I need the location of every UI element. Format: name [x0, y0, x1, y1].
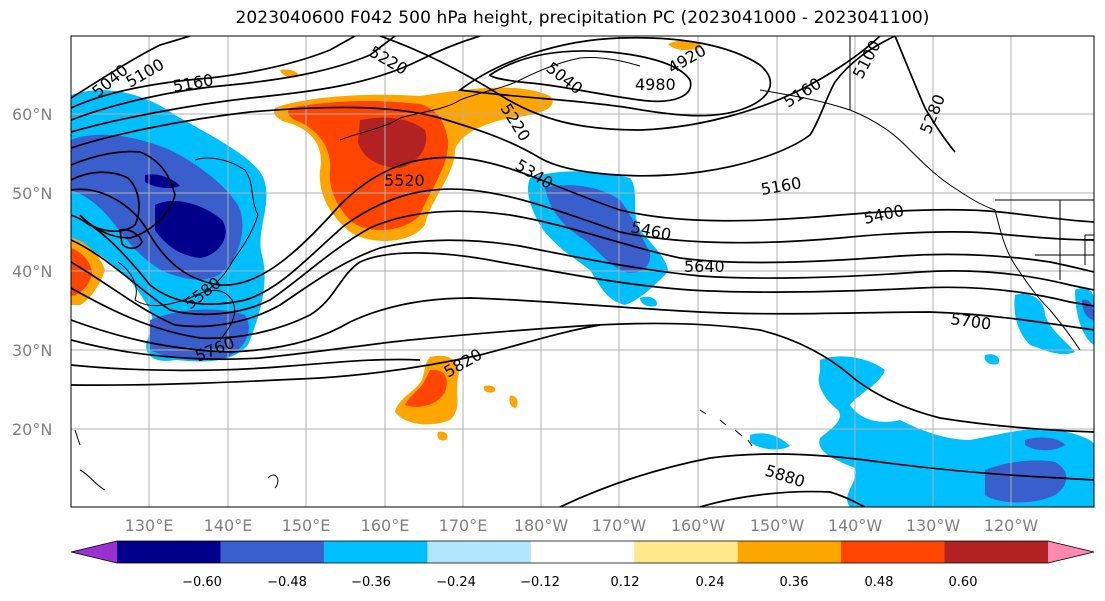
shade-neg-coast-light — [1014, 293, 1075, 355]
lon-label: 140°E — [204, 516, 253, 535]
coast-us-west — [994, 209, 1081, 351]
colorbar-tick-label: −0.12 — [520, 575, 560, 590]
latitude-labels: 60°N 50°N 40°N 30°N 20°N — [12, 105, 52, 439]
shade-pos-small-2 — [668, 40, 702, 51]
colorbar-extend-high — [1048, 541, 1094, 563]
colorbar-bins — [117, 541, 1049, 563]
shade-neg-subtrop-east-medium-2 — [1025, 437, 1065, 451]
colorbar-bin — [634, 541, 739, 563]
coast-bc — [759, 89, 996, 211]
coast-japan — [117, 261, 236, 341]
colorbar-tick-label: −0.36 — [351, 575, 391, 590]
height-contours — [71, 36, 1094, 507]
colorbar-bin — [117, 541, 221, 563]
contour-5040-low — [457, 36, 772, 117]
contour-5280-east — [894, 36, 956, 153]
colorbar-tick-label: 0.12 — [611, 575, 640, 590]
gridlines — [71, 36, 1094, 507]
colorbar-bin — [737, 541, 842, 563]
contour-west-low-3 — [119, 228, 143, 250]
colorbar-bin — [841, 541, 946, 563]
colorbar-extend-low — [71, 541, 117, 563]
shade-pos-west-edge-red — [71, 248, 92, 296]
lon-label: 170°E — [439, 516, 488, 535]
colorbar-bin — [427, 541, 532, 563]
colorbar: −0.60 −0.48 −0.36 −0.24 −0.12 0.12 0.24 … — [70, 540, 1095, 590]
contour-5160-long — [71, 36, 896, 177]
lat-label-60n: 60°N — [12, 105, 52, 124]
shade-neg-west-dark — [155, 200, 226, 258]
colorbar-tick-label: 0.48 — [865, 575, 894, 590]
contour-4980 — [488, 50, 692, 103]
contour-5760 — [71, 358, 421, 372]
longitude-labels: 130°E 140°E 150°E 160°E 170°E 180°W 170°… — [125, 516, 1039, 535]
contour-5160 — [71, 36, 396, 121]
contour-5220 — [379, 36, 881, 131]
lat-label-30n: 30°N — [12, 341, 52, 360]
lat-label-20n: 20°N — [12, 420, 52, 439]
lon-label: 150°E — [282, 516, 331, 535]
contour-5460 — [71, 188, 1094, 305]
contour-5820 — [71, 322, 1094, 433]
plot-frame — [70, 35, 1095, 508]
colorbar-bin — [323, 541, 428, 563]
contour-5400 — [71, 156, 1094, 286]
map-title: 2023040600 F042 500 hPa height, precipit… — [235, 8, 930, 28]
contour-5820-south — [71, 324, 601, 387]
shade-pos-dot-1 — [437, 431, 448, 441]
lon-label: 180°W — [514, 516, 569, 535]
shade-pos-central-darkred — [358, 117, 427, 168]
contour-5040 — [71, 36, 191, 99]
shade-pos-dot-3 — [509, 395, 518, 408]
contour-5880-inner — [699, 490, 866, 507]
contour-5700 — [71, 297, 1094, 353]
shade-neg-subtrop-east-medium — [985, 460, 1067, 503]
colorbar-tick-label: 0.60 — [949, 575, 978, 590]
lon-label: 130°E — [125, 516, 174, 535]
contour-5100 — [71, 36, 356, 109]
colorbar-outline — [70, 540, 1095, 564]
lon-label: 160°E — [361, 516, 410, 535]
coast-islands — [267, 474, 279, 489]
colorbar-tick-label: −0.60 — [182, 575, 222, 590]
map-plot-area: 5040 5100 5160 5220 4920 5040 4980 5220 … — [70, 35, 1095, 508]
colorbar-tick-label: 0.36 — [780, 575, 809, 590]
contour-label: 4980 — [635, 75, 676, 94]
shade-neg-dot-east — [750, 433, 790, 450]
colorbar-bin — [220, 541, 325, 563]
colorbar-tick-label: 0.24 — [696, 575, 725, 590]
contour-5880 — [559, 453, 1094, 507]
lon-label: 130°W — [906, 516, 961, 535]
contour-label: 5640 — [684, 257, 725, 276]
contour-5640 — [71, 252, 1094, 340]
coast-hawaii — [699, 409, 753, 447]
shade-pos-subtrop-red — [405, 369, 447, 407]
lon-label: 140°W — [828, 516, 883, 535]
shade-neg-enp-dot — [640, 296, 657, 307]
shade-pos-dot-2 — [483, 385, 496, 393]
contour-5220-west — [71, 36, 481, 133]
colorbar-tick-label: −0.48 — [267, 575, 307, 590]
lon-label: 150°W — [750, 516, 805, 535]
contour-5520 — [71, 210, 1094, 316]
lon-label: 120°W — [984, 516, 1039, 535]
colorbar-bin — [530, 541, 635, 563]
contour-5580 — [71, 239, 1094, 328]
lat-label-50n: 50°N — [12, 184, 52, 203]
shade-neg-enp-medium — [545, 185, 651, 273]
contour-label: 5520 — [384, 171, 425, 190]
coastlines — [74, 36, 1094, 491]
lon-label: 170°W — [592, 516, 647, 535]
contour-west-low-1 — [71, 150, 176, 239]
lon-label: 160°W — [671, 516, 726, 535]
lat-label-40n: 40°N — [12, 262, 52, 281]
contour-west-low-2 — [71, 171, 140, 232]
shade-neg-coast-dot — [984, 354, 1000, 365]
coast-philippines — [74, 429, 106, 491]
colorbar-bin — [944, 541, 1049, 563]
coast-asia — [194, 157, 259, 293]
colorbar-tick-label: −0.24 — [436, 575, 476, 590]
